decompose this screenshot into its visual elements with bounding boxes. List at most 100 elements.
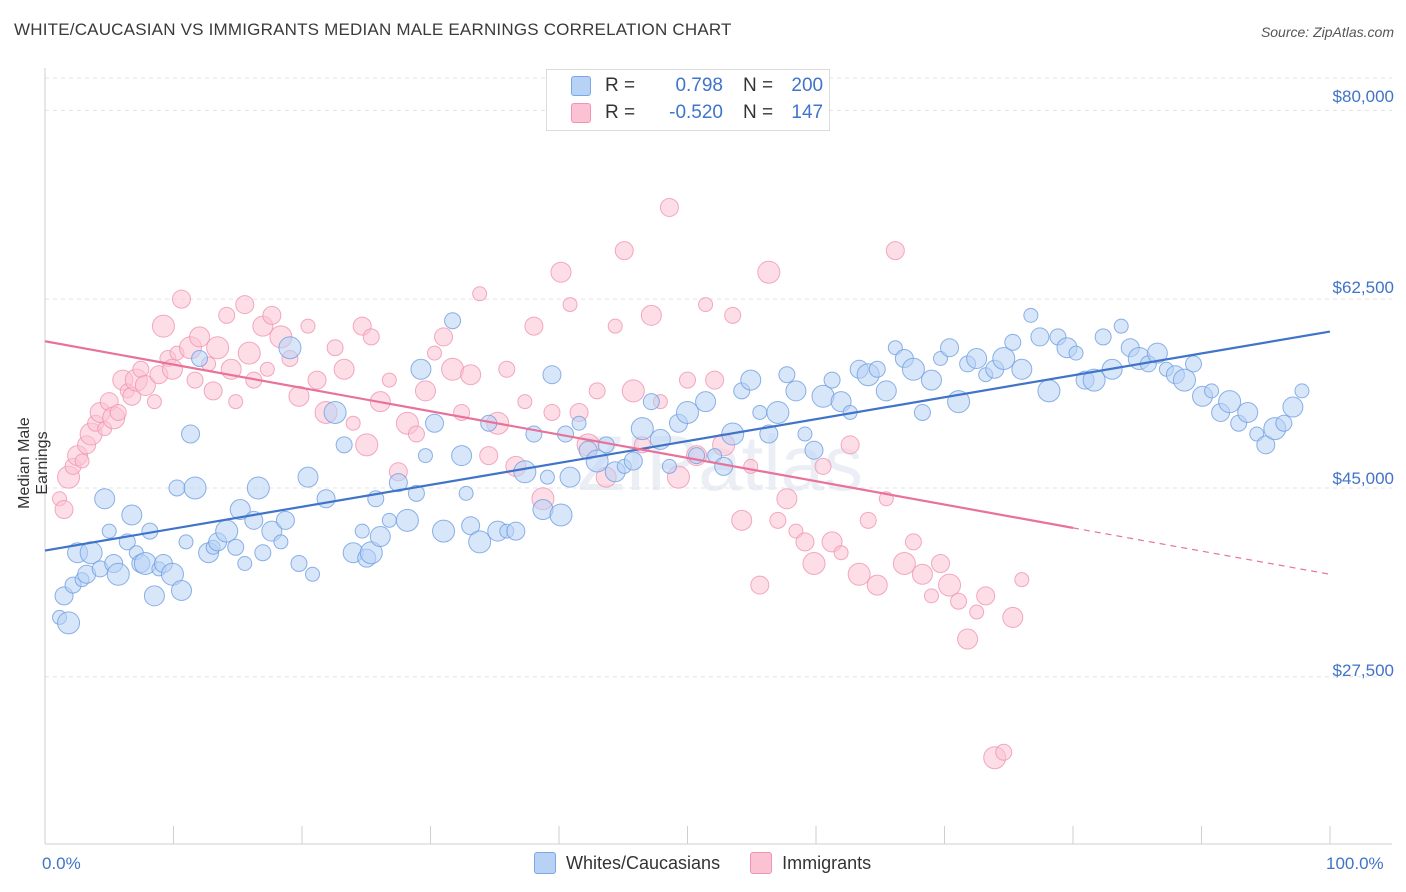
- whites-point: [191, 350, 209, 368]
- immigrants-point: [892, 551, 916, 575]
- immigrants-point: [866, 574, 888, 596]
- chart-title: WHITE/CAUCASIAN VS IMMIGRANTS MEDIAN MAL…: [14, 20, 732, 39]
- whites-point: [1172, 368, 1196, 392]
- whites-point: [354, 523, 370, 539]
- legend-item-whites[interactable]: Whites/Caucasians: [534, 852, 720, 874]
- y-axis-title: Median Male Earnings: [16, 417, 51, 509]
- immigrants-point: [1014, 572, 1030, 588]
- y-tick-label: $45,000: [1332, 469, 1394, 488]
- whites-point: [623, 451, 643, 471]
- correlation-legend: R = 0.798 N = 200 R = -0.520 N = 147: [546, 69, 830, 131]
- whites-points: [52, 307, 1310, 635]
- n-label: N =: [743, 75, 774, 96]
- whites-point: [1004, 333, 1022, 351]
- x-tick-label-start: 0.0%: [42, 854, 81, 873]
- whites-point: [229, 499, 251, 521]
- immigrants-point: [904, 533, 922, 551]
- immigrants-point: [407, 425, 425, 443]
- immigrants-point: [498, 360, 516, 378]
- whites-point: [143, 585, 165, 607]
- whites-point: [559, 466, 581, 488]
- blue-swatch: [571, 76, 591, 96]
- whites-point: [752, 404, 768, 420]
- immigrants-trend-line: [44, 340, 1074, 529]
- whites-point: [823, 371, 841, 389]
- whites-point: [254, 544, 272, 562]
- immigrants-point: [550, 261, 572, 283]
- whites-point: [778, 366, 796, 384]
- legend-item-immigrants[interactable]: Immigrants: [750, 852, 871, 874]
- whites-point: [183, 476, 207, 500]
- immigrants-point: [859, 511, 877, 529]
- immigrants-point: [355, 433, 379, 457]
- whites-point: [785, 380, 807, 402]
- n-value: 147: [791, 102, 824, 123]
- whites-point: [542, 365, 562, 385]
- whites-point: [316, 489, 336, 509]
- immigrants-point: [434, 327, 454, 347]
- whites-point: [868, 360, 886, 378]
- immigrants-point: [931, 553, 950, 573]
- whites-point: [168, 479, 186, 497]
- whites-point: [237, 555, 253, 571]
- legend-label-whites: Whites/Caucasians: [566, 852, 721, 873]
- legend-label-immigrants: Immigrants: [782, 852, 872, 873]
- whites-point: [1218, 390, 1242, 414]
- y-tick-label: $62,500: [1332, 278, 1394, 297]
- whites-point: [1082, 368, 1106, 392]
- whites-point: [966, 348, 988, 370]
- series-legend: Whites/Caucasians Immigrants: [534, 852, 901, 874]
- immigrants-point: [132, 360, 150, 378]
- whites-point: [468, 530, 492, 554]
- immigrants-point: [776, 488, 798, 510]
- whites-point: [1256, 435, 1276, 455]
- whites-point: [506, 521, 526, 541]
- whites-point: [1204, 383, 1220, 399]
- whites-point: [913, 403, 931, 421]
- immigrants-point: [300, 318, 316, 334]
- whites-point: [305, 566, 321, 582]
- legend-row-whites: R = 0.798 N = 200: [571, 74, 823, 98]
- immigrants-point: [186, 371, 204, 389]
- whites-point: [444, 312, 462, 330]
- whites-point: [539, 469, 555, 485]
- whites-point: [1094, 328, 1112, 346]
- whites-point: [101, 523, 117, 539]
- whites-point: [1023, 307, 1039, 323]
- whites-point: [1037, 379, 1061, 403]
- immigrants-point: [795, 532, 815, 552]
- whites-point: [920, 369, 942, 391]
- immigrants-point: [326, 339, 344, 357]
- immigrants-point: [381, 372, 397, 388]
- y-tick-label: $27,500: [1332, 661, 1394, 680]
- whites-point: [395, 508, 419, 532]
- immigrants-point: [151, 314, 175, 338]
- immigrants-point: [460, 364, 482, 386]
- whites-point: [388, 473, 408, 493]
- immigrants-point: [911, 563, 933, 585]
- immigrants-trend-extension: [1072, 527, 1331, 575]
- immigrants-point: [750, 575, 770, 595]
- whites-point: [121, 504, 143, 526]
- immigrants-point: [472, 286, 488, 302]
- pink-swatch: [750, 852, 773, 874]
- whites-point: [875, 380, 897, 402]
- trend-lines: [44, 330, 1331, 575]
- whites-point: [797, 426, 813, 442]
- whites-point: [571, 415, 587, 431]
- whites-point: [804, 440, 824, 460]
- whites-point: [290, 554, 308, 572]
- whites-point: [417, 448, 433, 464]
- immigrants-point: [705, 370, 725, 390]
- immigrants-point: [679, 371, 696, 389]
- r-label: R =: [605, 102, 636, 123]
- whites-point: [513, 460, 537, 484]
- source-label: Source: ZipAtlas.com: [1260, 24, 1394, 40]
- whites-point: [1011, 358, 1033, 380]
- immigrants-point: [345, 415, 361, 431]
- immigrants-point: [427, 345, 442, 361]
- whites-point: [215, 519, 239, 543]
- immigrants-point: [362, 328, 380, 346]
- whites-point: [171, 579, 192, 601]
